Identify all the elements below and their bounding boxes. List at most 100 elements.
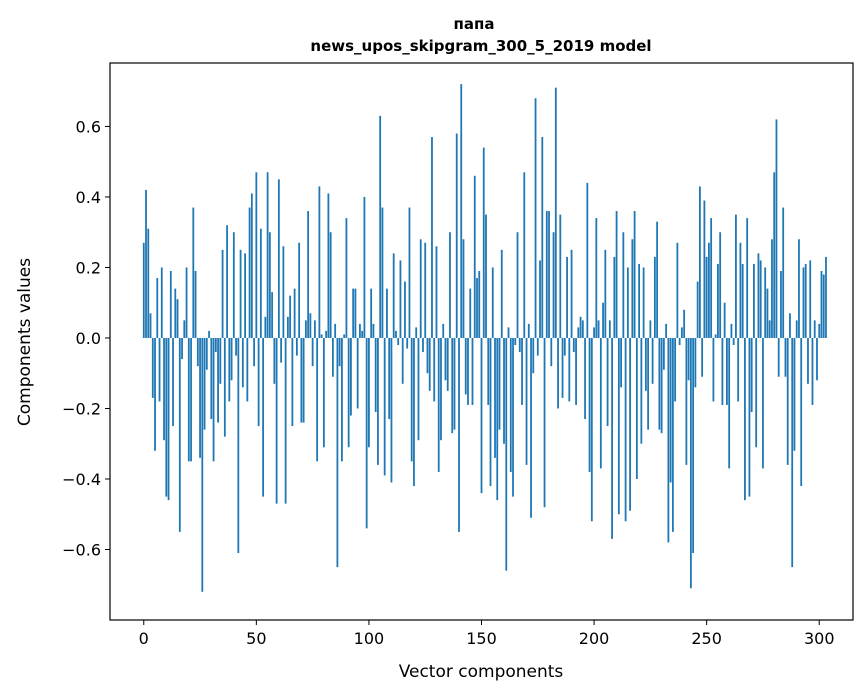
bar — [201, 337, 204, 592]
bar — [440, 337, 442, 441]
bar — [694, 337, 697, 388]
bar — [404, 281, 406, 338]
bar — [185, 267, 188, 338]
bar — [611, 337, 613, 539]
x-tick-label: 200 — [579, 629, 610, 648]
bar — [737, 337, 740, 402]
bar — [503, 337, 505, 444]
bar — [773, 172, 776, 338]
bar — [158, 337, 161, 402]
bar — [187, 337, 190, 462]
bar — [662, 337, 665, 370]
bar — [753, 263, 755, 338]
y-tick-label: 0.0 — [76, 329, 101, 348]
bar — [667, 337, 670, 543]
bar — [687, 337, 690, 381]
bar — [325, 330, 328, 338]
bar — [467, 337, 469, 405]
bar — [597, 320, 600, 338]
bar — [719, 232, 722, 338]
bar — [699, 186, 701, 338]
bar — [262, 337, 264, 497]
bar — [768, 320, 771, 338]
bar — [579, 316, 582, 338]
x-axis-label: Vector components — [399, 662, 564, 682]
bar — [214, 337, 217, 353]
bar — [811, 337, 814, 405]
x-tick-label: 100 — [354, 629, 385, 648]
bar — [669, 337, 672, 483]
bar — [642, 267, 645, 338]
bar — [223, 337, 226, 437]
bar — [653, 256, 656, 338]
bar — [451, 337, 454, 434]
bar — [237, 337, 240, 554]
bar — [388, 337, 391, 420]
bar — [581, 320, 584, 338]
bar — [775, 119, 778, 338]
bar — [165, 337, 168, 497]
bar — [266, 172, 269, 338]
bar — [748, 337, 751, 497]
bar — [426, 337, 429, 374]
bar — [343, 334, 346, 338]
y-axis-ticks: −0.6 −0.4 −0.2 0.0 0.2 0.4 0.6 — [62, 117, 110, 559]
bar — [644, 337, 647, 391]
bar — [399, 260, 402, 338]
bar — [248, 207, 251, 338]
bar — [334, 323, 337, 338]
bar — [671, 337, 674, 532]
bar — [368, 337, 370, 448]
bar — [683, 309, 686, 338]
bar — [370, 288, 373, 338]
x-tick-label: 50 — [246, 629, 266, 648]
bar — [525, 337, 528, 465]
bar — [822, 274, 825, 338]
bar — [289, 295, 292, 338]
bar — [656, 221, 659, 338]
bar — [181, 337, 183, 360]
bar — [347, 337, 350, 448]
bar — [584, 337, 586, 420]
bar — [759, 260, 762, 338]
bar — [620, 337, 622, 388]
bar — [449, 232, 451, 338]
bar — [304, 320, 307, 338]
bar — [595, 218, 598, 338]
bar — [532, 337, 535, 374]
bar — [410, 337, 413, 462]
bar — [530, 337, 532, 518]
bar — [239, 249, 242, 338]
bar — [392, 253, 395, 338]
bar — [208, 330, 210, 338]
bar — [647, 337, 650, 430]
bar — [228, 337, 231, 402]
bar — [777, 337, 780, 377]
bar — [500, 249, 503, 338]
bar — [539, 260, 541, 338]
bar — [316, 337, 319, 462]
chart-subtitle: news_upos_skipgram_300_5_2019 model — [310, 37, 651, 55]
bar — [455, 133, 458, 338]
bar — [771, 239, 773, 338]
bar — [442, 323, 445, 338]
bar — [660, 337, 663, 434]
bar — [518, 337, 521, 353]
y-tick-label: 0.4 — [76, 188, 101, 207]
bar — [293, 288, 296, 338]
bar — [424, 242, 427, 338]
bar — [658, 337, 661, 430]
bar — [230, 337, 233, 381]
bar — [172, 337, 174, 427]
bar — [593, 327, 595, 338]
bar — [764, 267, 767, 338]
bar — [156, 278, 159, 338]
bar — [282, 246, 285, 338]
bar — [507, 327, 510, 338]
bar — [437, 337, 440, 472]
bar — [280, 337, 283, 363]
bar — [379, 115, 382, 338]
bar — [554, 87, 557, 338]
bar — [818, 323, 821, 338]
bar — [332, 337, 334, 377]
